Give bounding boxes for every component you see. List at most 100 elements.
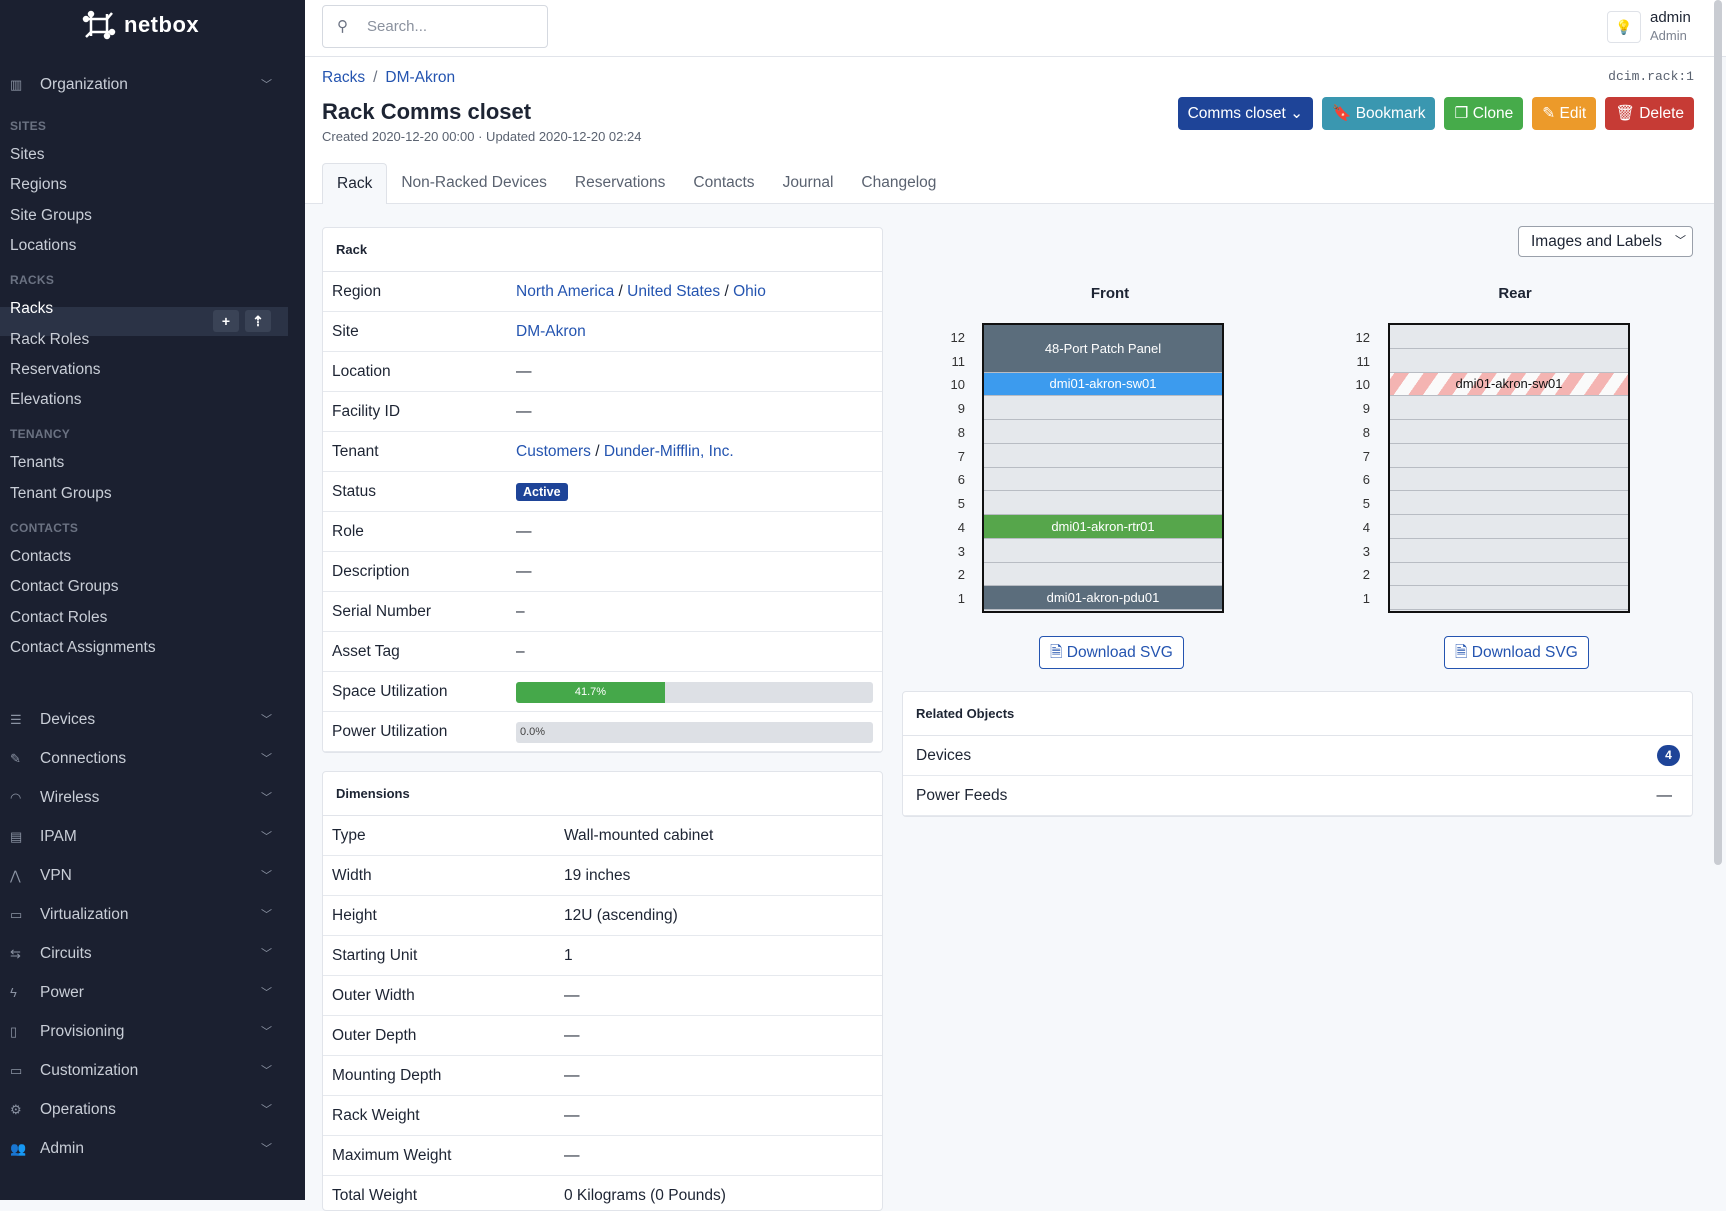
link-united-states[interactable]: United States [627, 283, 721, 300]
breadcrumb-racks[interactable]: Racks [322, 69, 366, 86]
attr-label: Status [332, 483, 376, 500]
tab-journal[interactable]: Journal [782, 174, 834, 191]
rack-unit[interactable] [1390, 420, 1628, 444]
rack-unit[interactable] [1390, 563, 1628, 587]
import-rack-button[interactable]: ⇡ [245, 310, 271, 332]
download-svg-front-button[interactable]: 🗎 Download SVG [1039, 636, 1184, 669]
netbox-logo[interactable]: netbox [82, 8, 199, 42]
sidebar-menu-virtualization[interactable]: ▭ Virtualization ﹀ [0, 898, 288, 932]
unit-number: 12 [1355, 329, 1370, 345]
link-north-america[interactable]: North America [516, 283, 615, 300]
rack-device-dmi01-akron-rtr01[interactable]: dmi01-akron-rtr01 [984, 515, 1222, 539]
rack-unit[interactable] [1390, 396, 1628, 420]
breadcrumb-site[interactable]: DM-Akron [385, 69, 456, 86]
sidebar-item-racks[interactable]: Racks [10, 300, 54, 318]
tab-non-racked-devices[interactable]: Non-Racked Devices [401, 174, 547, 191]
sidebar-item-site-groups[interactable]: Site Groups [10, 206, 92, 224]
sidebar-item-regions[interactable]: Regions [10, 176, 67, 194]
sidebar-menu-provisioning[interactable]: ▯ Provisioning ﹀ [0, 1015, 288, 1049]
rack-unit[interactable] [984, 563, 1222, 587]
link-dunder-mifflin-inc-[interactable]: Dunder-Mifflin, Inc. [603, 443, 734, 460]
comms-closet-button[interactable]: Comms closet ⌄ [1177, 97, 1314, 130]
sidebar-item-locations[interactable]: Locations [10, 236, 77, 254]
rack-unit[interactable] [984, 491, 1222, 515]
attr-label: Rack Weight [332, 1107, 420, 1124]
elevation-display-select[interactable]: Images and Labels ﹀ [1518, 226, 1693, 257]
sidebar-item-elevations[interactable]: Elevations [10, 391, 82, 409]
rack-unit[interactable] [984, 539, 1222, 563]
unit-number: 10 [950, 377, 965, 393]
link-customers[interactable]: Customers [516, 443, 591, 460]
search-input[interactable]: ⚲ Search... [322, 5, 548, 48]
sidebar-menu-admin[interactable]: 👥 Admin ﹀ [0, 1132, 288, 1166]
rack-device-dmi01-akron-sw01[interactable]: dmi01-akron-sw01 [984, 372, 1222, 397]
bookmark-button[interactable]: 🔖 Bookmark [1322, 97, 1436, 130]
theme-toggle-button[interactable]: 💡 [1607, 11, 1641, 43]
user-menu[interactable]: admin Admin [1650, 9, 1691, 43]
link-ohio[interactable]: Ohio [733, 283, 766, 300]
sidebar-item-contact-roles[interactable]: Contact Roles [10, 608, 108, 626]
rack-unit[interactable] [1390, 349, 1628, 373]
sidebar-menu-ipam[interactable]: ▤ IPAM ﹀ [0, 820, 288, 854]
rack-unit[interactable] [1390, 468, 1628, 492]
page-header: Racks / DM-Akron dcim.rack:1 Rack Comms cl… [305, 57, 1714, 204]
select-value: Images and Labels [1531, 233, 1662, 250]
clone-button[interactable]: ❐ Clone [1444, 97, 1524, 130]
sidebar-item-rack-roles[interactable]: Rack Roles [10, 330, 90, 348]
dimension-row-type: Type Wall-mounted cabinet [323, 816, 882, 856]
sidebar-menu-devices[interactable]: ☰ Devices ﹀ [0, 703, 288, 737]
rack-unit[interactable] [1390, 515, 1628, 539]
rack-device-48-port-patch-panel[interactable]: 48-Port Patch Panel [984, 325, 1222, 373]
rack-device-dmi01-akron-pdu01[interactable]: dmi01-akron-pdu01 [984, 586, 1222, 610]
sidebar-item-contacts[interactable]: Contacts [10, 548, 72, 565]
tab-rack[interactable]: Rack [322, 163, 388, 204]
sidebar-item-contact-assignments[interactable]: Contact Assignments [10, 638, 156, 656]
rack-unit[interactable] [1390, 325, 1628, 349]
user-role: Admin [1650, 28, 1687, 43]
tab-reservations[interactable]: Reservations [574, 174, 666, 191]
sidebar-item-reservations[interactable]: Reservations [10, 360, 101, 378]
rack-unit[interactable] [984, 444, 1222, 468]
attr-label: Total Weight [332, 1187, 418, 1204]
rack-unit[interactable] [1390, 586, 1628, 610]
sidebar-menu-connections[interactable]: ✎ Connections ﹀ [0, 742, 288, 776]
sidebar-item-contact-groups[interactable]: Contact Groups [10, 578, 119, 596]
rack-unit[interactable] [984, 396, 1222, 420]
sidebar-item-tenant-groups[interactable]: Tenant Groups [10, 484, 112, 502]
rack-device-dmi01-akron-sw01[interactable]: dmi01-akron-sw01 [1390, 372, 1628, 397]
sidebar-menu-circuits[interactable]: ⇆ Circuits ﹀ [0, 937, 288, 971]
edit-button[interactable]: ✎ Edit [1532, 97, 1597, 130]
download-svg-rear-button[interactable]: 🗎 Download SVG [1444, 636, 1589, 669]
tab-contacts[interactable]: Contacts [693, 174, 755, 191]
dimensions-card: Dimensions Type Wall-mounted cabinet Width… [322, 771, 883, 1211]
sidebar-menu-customization[interactable]: ▭ Customization ﹀ [0, 1054, 288, 1088]
add-rack-button[interactable]: + [213, 310, 239, 332]
attr-value: — [564, 987, 580, 1004]
search-icon: ⚲ [337, 18, 348, 35]
sidebar-menu-vpn[interactable]: ⋀ VPN ﹀ [0, 859, 288, 893]
attr-row-serial-number: Serial Number – [323, 592, 882, 632]
vpn-icon: ⋀ [10, 868, 21, 883]
rack-unit[interactable] [1390, 539, 1628, 563]
page-title: Rack Comms closet [322, 99, 532, 124]
delete-button[interactable]: 🗑 Delete [1605, 97, 1694, 130]
sidebar-menu-operations[interactable]: ⚙ Operations ﹀ [0, 1093, 288, 1127]
rack-unit[interactable] [1390, 491, 1628, 515]
rack-unit[interactable] [1390, 444, 1628, 468]
page-subtitle: Created 2020-12-20 00:00 · Updated 2020-… [322, 129, 642, 144]
sidebar-menu-wireless[interactable]: ◠ Wireless ﹀ [0, 781, 288, 815]
sidebar-menu-power[interactable]: ϟ Power ﹀ [0, 976, 288, 1010]
rack-unit[interactable] [984, 468, 1222, 492]
related-devices[interactable]: Devices 4 [903, 736, 1692, 776]
sidebar-item-sites[interactable]: Sites [10, 146, 45, 163]
chevron-down-icon: ﹀ [261, 948, 272, 960]
sidebar-item-tenants[interactable]: Tenants [10, 454, 65, 472]
sidebar-menu-organization[interactable]: ▥ Organization ﹀ [0, 68, 288, 102]
button-label: Download SVG [1066, 644, 1173, 661]
tab-changelog[interactable]: Changelog [861, 174, 937, 191]
menu-label: Admin [40, 1140, 84, 1157]
link-dm-akron[interactable]: DM-Akron [516, 323, 586, 340]
rack-unit[interactable] [984, 420, 1222, 444]
related-power-feeds[interactable]: Power Feeds — [903, 776, 1692, 816]
scrollbar[interactable] [1714, 0, 1722, 865]
